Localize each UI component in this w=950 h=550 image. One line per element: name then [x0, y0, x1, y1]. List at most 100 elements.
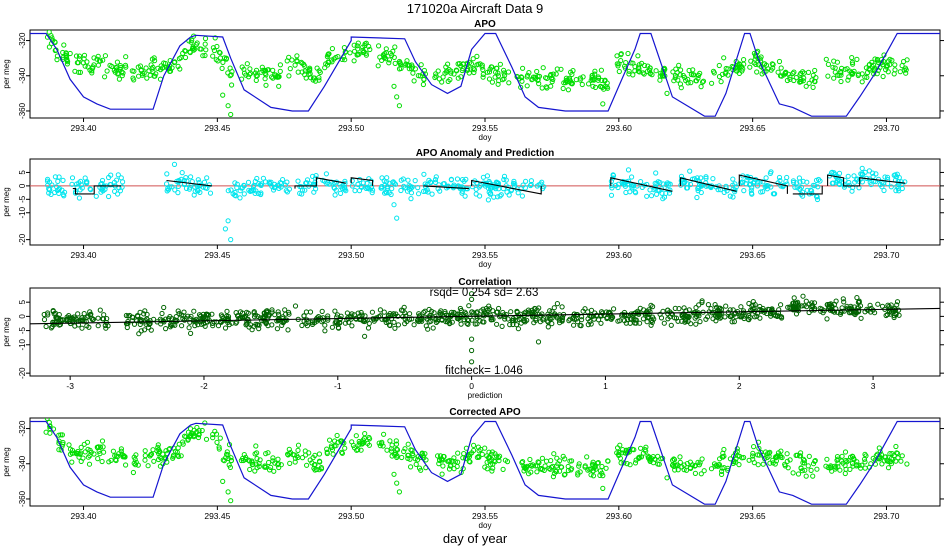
data-point: [797, 79, 803, 85]
data-point: [130, 469, 136, 476]
data-point: [747, 181, 754, 187]
data-point: [54, 184, 60, 190]
data-point: [571, 322, 577, 328]
data-point: [469, 347, 475, 354]
data-point: [267, 467, 273, 473]
data-point: [401, 304, 407, 310]
data-point: [518, 84, 524, 90]
data-point: [104, 68, 110, 74]
data-point: [388, 446, 394, 452]
data-point: [768, 169, 774, 175]
x-tick-label: 293.70: [873, 250, 899, 260]
data-point: [225, 218, 231, 224]
data-point: [95, 62, 102, 68]
data-point: [757, 315, 763, 321]
data-point: [439, 79, 445, 85]
data-point: [812, 67, 818, 74]
data-point: [608, 182, 615, 189]
data-point: [322, 65, 328, 71]
data-point: [415, 185, 421, 191]
data-point: [860, 172, 866, 178]
data-point: [123, 64, 129, 70]
data-point: [588, 472, 594, 478]
data-point: [658, 315, 665, 321]
data-point: [274, 326, 280, 332]
data-point: [76, 195, 83, 201]
data-point: [224, 451, 230, 457]
data-point: [228, 187, 234, 193]
data-point: [55, 178, 61, 184]
data-point: [176, 453, 182, 460]
data-point: [569, 81, 575, 87]
data-point: [586, 81, 592, 87]
data-point: [252, 468, 258, 474]
y-tick-label: -320: [18, 32, 27, 49]
data-point: [258, 190, 264, 196]
data-point: [416, 191, 422, 197]
data-point: [366, 320, 372, 326]
data-point: [501, 67, 507, 73]
data-point: [847, 466, 853, 472]
data-point: [289, 57, 295, 63]
data-point: [64, 57, 70, 64]
data-point: [137, 63, 143, 69]
data-point: [283, 188, 289, 194]
data-point: [755, 452, 761, 458]
data-point: [767, 449, 773, 455]
data-point: [554, 455, 560, 461]
data-point: [141, 327, 148, 333]
data-point: [563, 80, 569, 86]
data-point: [366, 176, 372, 182]
data-point: [387, 50, 394, 56]
data-point: [414, 317, 421, 324]
data-point: [246, 457, 252, 463]
y-tick-label: -5: [18, 195, 27, 203]
data-point: [279, 322, 285, 328]
data-point: [538, 466, 544, 472]
data-point: [746, 457, 752, 463]
data-point: [102, 53, 109, 59]
data-point: [632, 68, 638, 74]
data-point: [881, 187, 887, 194]
data-point: [858, 315, 864, 321]
plot-area: [30, 30, 940, 118]
data-point: [479, 64, 485, 70]
data-point: [167, 324, 173, 330]
data-point: [824, 302, 830, 308]
x-tick-label: 293.40: [71, 250, 97, 260]
data-point: [575, 472, 581, 478]
data-point: [605, 458, 611, 464]
data-point: [369, 309, 375, 315]
data-point: [422, 308, 428, 314]
data-point: [322, 328, 328, 334]
data-point: [307, 309, 314, 315]
data-point: [647, 67, 653, 74]
data-point: [217, 55, 223, 61]
data-point: [894, 302, 900, 308]
data-point: [670, 462, 676, 468]
data-point: [751, 444, 757, 450]
data-point: [749, 308, 755, 314]
data-point: [592, 84, 599, 91]
x-tick-label: 0: [469, 381, 474, 391]
data-point: [400, 314, 406, 320]
y-tick-label: 5: [18, 170, 27, 175]
data-point: [841, 299, 847, 305]
data-point: [445, 61, 451, 67]
data-point: [838, 78, 844, 85]
data-point: [823, 463, 829, 469]
data-point: [578, 323, 584, 329]
data-point: [618, 51, 624, 57]
data-point: [226, 322, 232, 328]
data-point: [56, 190, 62, 196]
data-point: [777, 453, 783, 459]
data-point: [636, 66, 642, 72]
data-point: [195, 434, 202, 441]
data-point: [480, 74, 486, 80]
data-point: [111, 179, 118, 185]
data-point: [186, 325, 192, 331]
data-point: [839, 453, 845, 459]
plot-area: [30, 161, 940, 243]
series-line-black: [91, 185, 121, 195]
data-point: [118, 446, 125, 452]
